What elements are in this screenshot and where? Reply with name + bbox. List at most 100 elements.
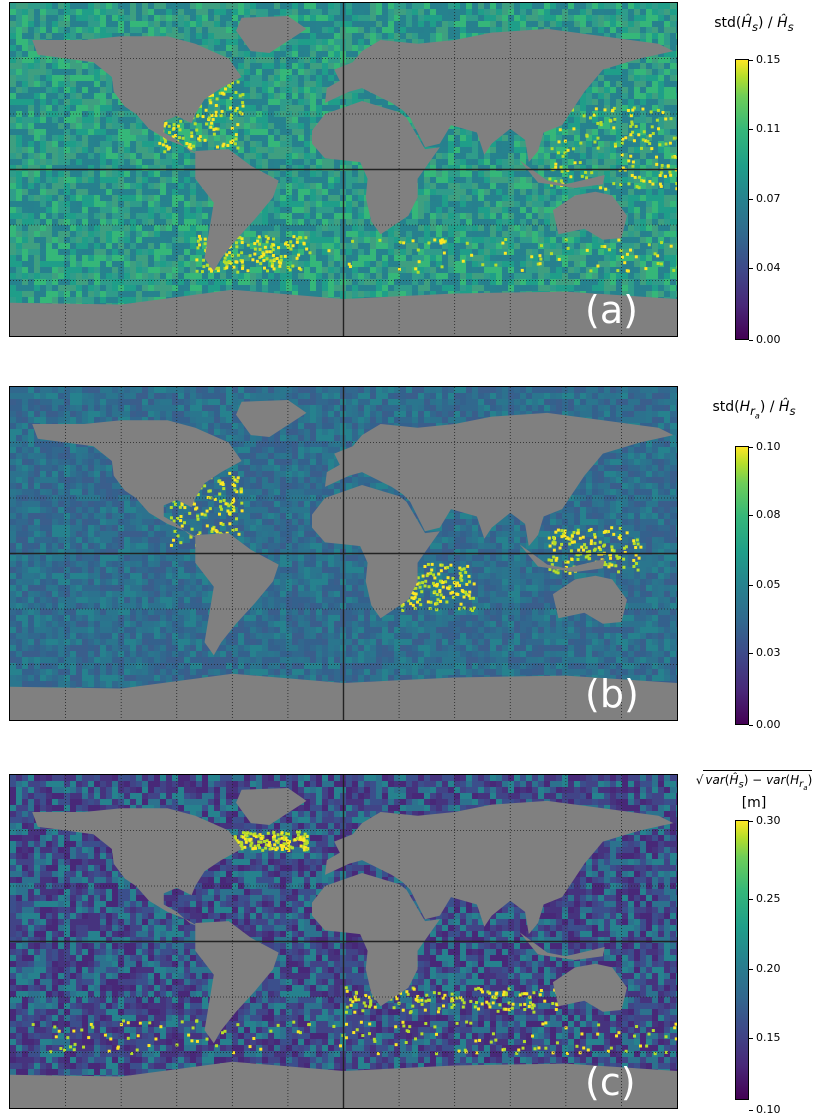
highlight-cell xyxy=(642,130,646,134)
highlight-cell xyxy=(233,488,237,492)
highlight-cell xyxy=(626,108,630,112)
highlight-cell xyxy=(481,990,485,994)
highlight-cell xyxy=(550,558,554,562)
highlight-cell xyxy=(631,108,635,112)
highlight-cell xyxy=(619,248,623,252)
highlight-cell xyxy=(240,834,244,838)
map-a-svg: (a) xyxy=(10,3,677,336)
highlight-cell xyxy=(226,509,230,513)
highlight-cell xyxy=(556,151,560,155)
highlight-cell xyxy=(231,475,235,479)
highlight-cell xyxy=(214,104,218,108)
highlight-cell xyxy=(584,546,588,550)
highlight-cell xyxy=(465,1020,469,1024)
highlight-cell xyxy=(616,269,620,273)
highlight-cell xyxy=(273,257,277,261)
highlight-cell xyxy=(412,987,416,991)
highlight-cell xyxy=(286,846,290,850)
highlight-cell xyxy=(555,1003,559,1007)
highlight-cell xyxy=(299,838,303,842)
highlight-cell xyxy=(180,524,184,528)
highlight-cell xyxy=(556,528,560,532)
highlight-cell xyxy=(443,993,447,997)
highlight-cell xyxy=(494,1038,498,1042)
highlight-cell xyxy=(570,557,574,561)
highlight-cell xyxy=(637,133,641,137)
colorbar-c-tick: 0.30 xyxy=(749,815,781,826)
highlight-cell xyxy=(53,1025,57,1029)
highlight-cell xyxy=(585,248,589,252)
highlight-cell xyxy=(240,251,244,255)
highlight-cell xyxy=(559,165,563,169)
highlight-cell xyxy=(450,1005,454,1009)
highlight-cell xyxy=(653,1052,657,1056)
highlight-cell xyxy=(603,108,607,112)
highlight-cell xyxy=(66,1036,70,1040)
highlight-cell xyxy=(663,174,667,178)
highlight-cell xyxy=(644,267,648,271)
highlight-cell xyxy=(235,839,239,843)
highlight-cell xyxy=(219,482,223,486)
highlight-cell xyxy=(215,97,219,101)
highlight-cell xyxy=(599,186,603,190)
highlight-cell xyxy=(407,599,411,603)
highlight-cell xyxy=(368,1022,372,1026)
highlight-cell xyxy=(565,1052,569,1056)
highlight-cell xyxy=(450,992,454,996)
highlight-cell xyxy=(253,252,257,256)
highlight-cell xyxy=(194,507,198,511)
highlight-cell xyxy=(303,846,307,850)
highlight-cell xyxy=(593,547,597,551)
highlight-cell xyxy=(355,1028,359,1032)
highlight-cell xyxy=(433,583,437,587)
highlight-cell xyxy=(236,146,240,150)
highlight-cell xyxy=(248,838,252,842)
highlight-cell xyxy=(415,582,419,586)
highlight-cell xyxy=(560,535,564,539)
highlight-cell xyxy=(437,991,441,995)
highlight-cell xyxy=(558,128,562,132)
highlight-cell xyxy=(632,106,636,110)
highlight-cell xyxy=(480,1002,484,1006)
highlight-cell xyxy=(537,1046,541,1050)
highlight-cell xyxy=(416,248,420,252)
highlight-cell xyxy=(302,241,306,245)
highlight-cell xyxy=(582,548,586,552)
highlight-cell xyxy=(240,509,244,513)
highlight-cell xyxy=(604,529,608,533)
highlight-cell xyxy=(636,568,640,572)
highlight-cell xyxy=(406,992,410,996)
highlight-cell xyxy=(417,260,421,264)
highlight-cell xyxy=(419,603,423,607)
highlight-cell xyxy=(122,1019,126,1023)
highlight-cell xyxy=(232,509,236,513)
highlight-cell xyxy=(204,108,208,112)
highlight-cell xyxy=(192,502,196,506)
highlight-cell xyxy=(183,506,187,510)
highlight-cell xyxy=(239,490,243,494)
highlight-cell xyxy=(439,241,443,245)
highlight-cell xyxy=(576,528,580,532)
highlight-cell xyxy=(218,91,222,95)
land-australia xyxy=(552,575,627,624)
highlight-cell xyxy=(190,134,194,138)
highlight-cell xyxy=(593,541,597,545)
highlight-cell xyxy=(610,526,614,530)
highlight-cell xyxy=(241,835,245,839)
highlight-cell xyxy=(253,242,257,246)
highlight-cell xyxy=(409,602,413,606)
highlight-cell xyxy=(536,262,540,266)
highlight-cell xyxy=(262,253,266,257)
highlight-cell xyxy=(295,830,299,834)
highlight-cell xyxy=(462,567,466,571)
highlight-cell xyxy=(69,1045,73,1049)
highlight-cell xyxy=(349,998,353,1002)
highlight-cell xyxy=(607,248,611,252)
highlight-cell xyxy=(468,590,472,594)
highlight-cell xyxy=(523,1002,527,1006)
highlight-cell xyxy=(580,174,584,178)
highlight-cell xyxy=(264,235,268,239)
highlight-cell xyxy=(585,176,589,180)
highlight-cell xyxy=(181,136,185,140)
highlight-cell xyxy=(436,598,440,602)
